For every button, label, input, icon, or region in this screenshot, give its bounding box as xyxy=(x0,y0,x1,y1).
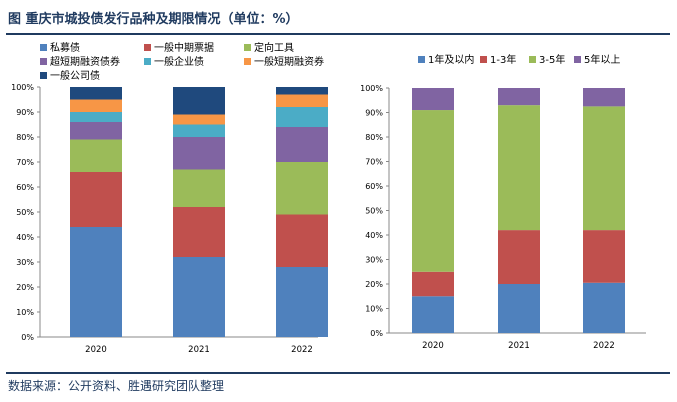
legend-swatch xyxy=(144,58,151,65)
legend-label: 1年及以内 xyxy=(428,53,474,66)
legend-label: 私募债 xyxy=(50,41,80,54)
x-tick-label: 2022 xyxy=(593,341,615,351)
y-tick-label: 80% xyxy=(365,133,383,142)
x-tick-label: 2020 xyxy=(85,345,107,355)
bar-segment xyxy=(276,162,328,215)
y-tick-label: 20% xyxy=(365,280,383,289)
bar-segment xyxy=(412,88,454,111)
legend-swatch xyxy=(40,58,47,65)
bar-segment xyxy=(173,124,225,137)
bar-segment xyxy=(276,214,328,267)
legend-swatch xyxy=(480,56,487,63)
top-rule xyxy=(6,33,670,35)
bar-segment xyxy=(583,88,625,107)
y-tick-label: 20% xyxy=(16,283,34,292)
legend-swatch xyxy=(144,44,151,51)
bar-segment xyxy=(583,230,625,283)
bar-segment xyxy=(498,230,540,284)
legend-label: 一般企业债 xyxy=(154,55,204,68)
bottom-rule xyxy=(6,372,670,374)
legend-label: 一般短期融资券 xyxy=(254,55,324,68)
y-tick-label: 80% xyxy=(16,133,34,142)
x-tick-label: 2022 xyxy=(291,345,313,355)
legend-label: 3-5年 xyxy=(539,53,565,66)
bar-segment xyxy=(498,88,540,106)
page-title: 图 重庆市城投债发行品种及期限情况（单位：%） xyxy=(8,12,299,27)
x-tick-label: 2021 xyxy=(188,345,210,355)
bar-segment xyxy=(173,207,225,257)
bar-segment xyxy=(173,169,225,207)
bar-segment xyxy=(70,122,122,140)
bar-segment xyxy=(276,267,328,337)
bar-segment xyxy=(276,107,328,127)
legend-label: 一般中期票据 xyxy=(154,41,214,54)
legend-label: 5年以上 xyxy=(584,53,620,66)
y-tick-label: 90% xyxy=(365,109,383,118)
legend-label: 一般公司债 xyxy=(50,69,100,82)
legend-swatch xyxy=(244,44,251,51)
bar-segment xyxy=(173,257,225,337)
bar-segment xyxy=(276,127,328,162)
bar-segment xyxy=(412,110,454,272)
bar-segment xyxy=(276,87,328,95)
y-tick-label: 40% xyxy=(16,233,34,242)
bar-segment xyxy=(70,139,122,172)
y-tick-label: 100% xyxy=(360,84,383,93)
data-source: 数据来源：公开资料、胜遇研究团队整理 xyxy=(8,379,225,393)
legend-swatch xyxy=(574,56,581,63)
bar-segment xyxy=(70,172,122,227)
bar-segment xyxy=(412,296,454,333)
legend-swatch xyxy=(529,56,536,63)
y-tick-label: 70% xyxy=(365,158,383,167)
x-tick-label: 2021 xyxy=(508,341,530,351)
y-tick-label: 60% xyxy=(365,182,383,191)
bar-segment xyxy=(70,112,122,122)
y-tick-label: 40% xyxy=(365,231,383,240)
y-tick-label: 100% xyxy=(11,83,34,92)
y-tick-label: 70% xyxy=(16,158,34,167)
legend-label: 定向工具 xyxy=(254,41,294,54)
y-tick-label: 90% xyxy=(16,108,34,117)
legend-swatch xyxy=(418,56,425,63)
y-tick-label: 60% xyxy=(16,183,34,192)
y-tick-label: 10% xyxy=(16,308,34,317)
x-tick-label: 2020 xyxy=(422,341,444,351)
maturity-chart: 1年及以内 1-3年 3-5年 5年以上 0% 10% 20% 30% 40% 50% 60% 70%… xyxy=(360,53,646,351)
legend-swatch xyxy=(40,44,47,51)
y-tick-label: 0% xyxy=(370,329,383,338)
bar-segment xyxy=(70,87,122,100)
y-tick-label: 0% xyxy=(21,333,34,342)
bar-segment xyxy=(70,227,122,337)
legend-swatch xyxy=(244,58,251,65)
bar-segment xyxy=(412,271,454,297)
bar-segment xyxy=(498,284,540,333)
bar-segment xyxy=(173,114,225,125)
legend-swatch xyxy=(40,72,47,79)
bar-segment xyxy=(498,105,540,231)
bar-segment xyxy=(173,137,225,170)
y-tick-label: 10% xyxy=(365,305,383,314)
y-tick-label: 30% xyxy=(365,256,383,265)
bar-segment xyxy=(173,87,225,115)
y-tick-label: 50% xyxy=(365,207,383,216)
legend-label: 1-3年 xyxy=(490,53,516,66)
bar-segment xyxy=(583,106,625,231)
bar-segment xyxy=(70,99,122,112)
y-tick-label: 30% xyxy=(16,258,34,267)
bar-segment xyxy=(276,94,328,107)
y-tick-label: 50% xyxy=(16,208,34,217)
legend-label: 超短期融资债券 xyxy=(50,55,120,68)
bar-segment xyxy=(583,282,625,333)
